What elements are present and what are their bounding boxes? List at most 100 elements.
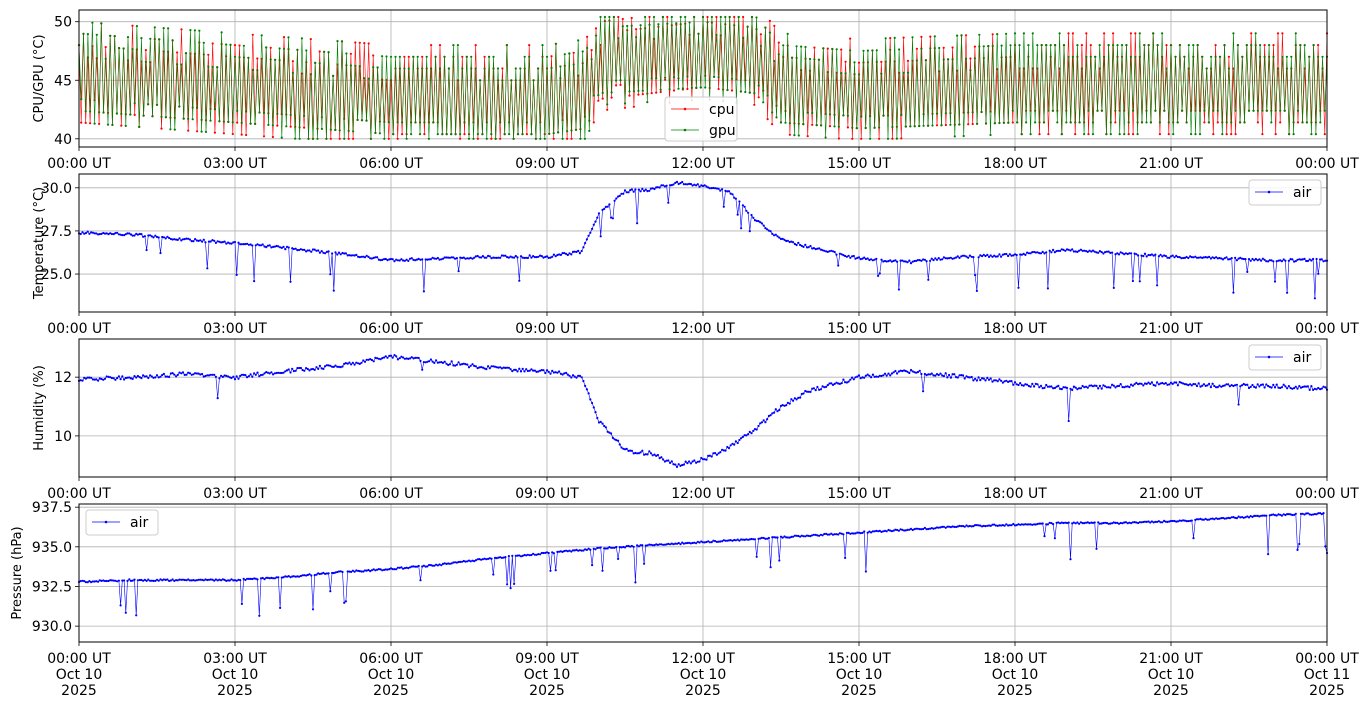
data-point xyxy=(222,132,225,135)
data-point xyxy=(779,237,783,241)
data-point xyxy=(350,570,353,574)
data-point xyxy=(1020,523,1024,526)
data-point xyxy=(1211,256,1214,259)
data-point xyxy=(476,558,479,561)
data-point xyxy=(265,46,268,49)
data-point xyxy=(86,581,89,584)
data-point xyxy=(604,426,608,429)
data-point xyxy=(1150,520,1153,523)
data-point xyxy=(934,374,937,377)
data-point xyxy=(857,531,861,534)
data-point xyxy=(820,124,823,127)
data-point xyxy=(738,438,741,442)
data-point xyxy=(1254,386,1257,389)
data-point xyxy=(1076,521,1079,524)
data-point xyxy=(887,528,890,532)
data-point xyxy=(922,527,925,531)
data-point xyxy=(523,55,526,58)
data-point xyxy=(133,578,136,581)
data-point xyxy=(467,559,471,562)
data-point xyxy=(889,48,892,51)
data-point xyxy=(296,575,299,578)
data-point xyxy=(821,534,824,537)
data-point xyxy=(1064,521,1067,524)
data-point xyxy=(557,131,560,134)
data-point xyxy=(532,552,535,555)
data-point xyxy=(1232,67,1235,70)
data-point xyxy=(710,187,713,190)
data-point xyxy=(1103,55,1106,58)
data-point xyxy=(438,361,441,364)
data-point xyxy=(651,454,654,457)
data-point xyxy=(852,532,855,535)
data-point xyxy=(859,258,862,261)
data-point xyxy=(445,133,448,136)
data-point xyxy=(795,534,798,537)
data-point xyxy=(532,369,535,372)
data-point xyxy=(176,579,179,582)
data-point xyxy=(1154,520,1157,524)
data-point xyxy=(462,362,465,365)
data-point xyxy=(497,556,500,559)
data-point xyxy=(767,536,771,540)
data-point xyxy=(869,137,872,140)
data-point xyxy=(161,579,164,582)
data-point xyxy=(601,91,604,94)
data-point xyxy=(942,46,945,49)
data-point xyxy=(641,544,644,547)
data-point xyxy=(402,259,405,262)
data-point xyxy=(1000,255,1003,258)
data-point xyxy=(431,256,434,259)
data-point xyxy=(679,543,682,546)
data-point xyxy=(908,371,911,375)
data-point xyxy=(1104,385,1107,388)
data-point xyxy=(1022,523,1025,526)
data-point xyxy=(1152,32,1155,35)
data-point xyxy=(114,378,117,381)
data-point xyxy=(471,257,474,260)
data-point xyxy=(571,549,575,552)
data-point xyxy=(568,374,571,377)
data-point xyxy=(1246,270,1249,273)
data-point xyxy=(1152,521,1155,524)
data-point xyxy=(793,134,796,137)
data-point xyxy=(447,256,450,259)
data-point xyxy=(963,525,966,528)
x-tick-date: Oct 10 xyxy=(56,667,102,683)
data-point xyxy=(656,543,660,547)
data-point xyxy=(514,368,517,371)
data-point xyxy=(1252,109,1255,112)
data-point xyxy=(891,125,894,129)
data-point xyxy=(1317,512,1320,515)
data-point xyxy=(1011,109,1014,112)
data-point xyxy=(169,579,172,582)
data-point xyxy=(733,24,736,27)
data-point xyxy=(953,525,956,529)
data-point xyxy=(771,536,774,539)
data-point xyxy=(222,120,225,123)
data-point xyxy=(144,49,147,52)
data-point xyxy=(1086,521,1089,524)
data-point xyxy=(488,255,491,258)
data-point xyxy=(1168,256,1171,259)
data-point xyxy=(1159,382,1162,385)
data-point xyxy=(1197,256,1200,259)
data-point xyxy=(124,233,127,236)
data-point xyxy=(280,371,283,375)
data-point xyxy=(95,232,98,235)
data-point xyxy=(1029,252,1032,255)
data-point xyxy=(601,422,604,425)
x-tick-label: 18:00 UT xyxy=(983,156,1047,172)
data-point xyxy=(1204,256,1207,259)
data-point xyxy=(133,113,136,116)
data-point xyxy=(1088,384,1091,387)
data-point xyxy=(1145,382,1148,385)
data-point xyxy=(1230,384,1233,387)
data-point xyxy=(670,184,673,187)
data-point xyxy=(110,579,113,582)
data-point xyxy=(1296,109,1300,112)
data-point xyxy=(114,232,117,235)
data-point xyxy=(467,257,471,260)
data-point xyxy=(561,252,564,255)
data-point xyxy=(675,22,678,25)
